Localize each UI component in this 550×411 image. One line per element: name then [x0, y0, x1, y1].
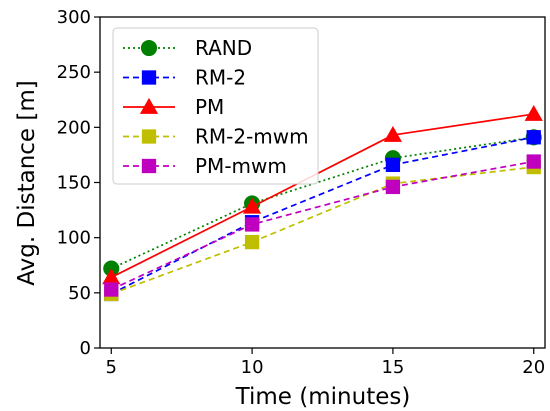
data-point-pm	[242, 197, 262, 214]
data-point-rm-2	[385, 157, 401, 172]
data-point-pm-mwm	[104, 282, 119, 297]
legend: RAND RM-2 PM RM-2-mwm PM-mwm	[112, 27, 319, 185]
y-tick-label: 50	[68, 283, 91, 304]
data-point-pm	[102, 268, 121, 285]
series-line-rm-2	[110, 136, 534, 295]
x-axis-title: Time (minutes)	[235, 384, 411, 410]
legend-label: PM-mwm	[195, 154, 287, 178]
x-tick-label: 20	[522, 357, 545, 378]
x-tick-label: 10	[241, 357, 264, 378]
y-axis-title: Avg. Distance [m]	[14, 80, 40, 285]
y-tick-label: 0	[80, 338, 91, 359]
y-tick-label: 200	[57, 117, 91, 138]
data-point-pm	[383, 125, 403, 142]
legend-box	[112, 27, 319, 185]
plot-area: 0 50 100 150 200 250 300 5 10 15 20	[57, 7, 546, 378]
y-tick-label: 300	[57, 7, 91, 28]
legend-marker	[140, 39, 158, 57]
x-tick-label: 15	[381, 357, 404, 378]
data-point-pm-mwm	[244, 217, 260, 232]
legend-label: PM	[195, 95, 224, 119]
legend-label: RM-2-mwm	[195, 125, 309, 149]
data-point-pm-mwm	[385, 179, 401, 195]
legend-marker	[141, 70, 157, 85]
data-point-pm	[524, 104, 543, 121]
y-tick-label: 100	[57, 228, 91, 249]
data-point-rm-2-mwm	[244, 234, 260, 250]
y-tick-label: 150	[57, 173, 91, 194]
series-line-pm-mwm	[110, 160, 534, 291]
x-tick-label: 5	[106, 357, 117, 378]
data-point-pm-mwm	[526, 154, 541, 169]
series-line-rm-2-mwm	[110, 166, 534, 295]
legend-marker	[141, 158, 157, 174]
legend-marker	[141, 129, 157, 144]
legend-label: RM-2	[195, 66, 246, 90]
legend-marker	[139, 97, 159, 114]
data-point-rm-2	[526, 130, 541, 145]
series-line-pm	[110, 113, 534, 279]
legend-label: RAND	[195, 36, 252, 60]
y-tick-label: 250	[57, 62, 91, 83]
